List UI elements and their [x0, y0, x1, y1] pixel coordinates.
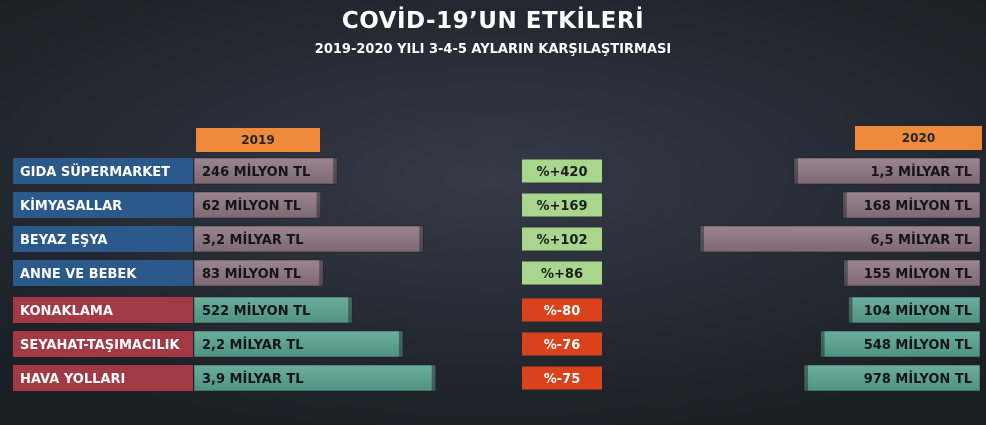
chart-row: KONAKLAMA 522 MİLYON TL 104 MİLYON TL %-80 — [13, 296, 981, 324]
change-percent: %+420 — [536, 165, 587, 180]
change-percent: %-76 — [544, 338, 581, 353]
bar-2020-cap — [700, 226, 704, 252]
value-2019-label: 62 MİLYON TL — [202, 198, 301, 214]
bar-2019-cap — [333, 158, 338, 184]
category-label: HAVA YOLLARI — [20, 372, 125, 387]
chart-row: SEYAHAT-TAŞIMACILIK 2,2 MİLYAR TL 548 MİLY… — [13, 330, 981, 358]
category-label-box — [13, 260, 193, 286]
change-percent: %-75 — [544, 372, 581, 387]
category-label-box — [13, 331, 193, 357]
page-title: COVİD-19’UN ETKİLERİ — [341, 8, 645, 34]
bar-2020 — [843, 259, 981, 287]
bar-2019-cap — [398, 331, 403, 357]
bar-2020 — [842, 191, 981, 219]
value-2020-label: 104 MİLYON TL — [864, 303, 972, 319]
value-2020-label: 548 MİLYON TL — [864, 337, 972, 353]
value-2019-label: 3,2 MİLYAR TL — [202, 232, 304, 248]
bar-2020 — [793, 157, 981, 185]
category-label: KİMYASALLAR — [20, 198, 122, 214]
bar-2020-cap — [843, 260, 848, 286]
category-label: SEYAHAT-TAŞIMACILIK — [20, 338, 180, 353]
value-2019-label: 2,2 MİLYAR TL — [202, 337, 304, 353]
chart-row: KİMYASALLAR 62 MİLYON TL 168 MİLYON TL %+16… — [13, 191, 981, 219]
bar-2019 — [193, 330, 404, 358]
bar-2019 — [193, 296, 353, 324]
chart-row: HAVA YOLLARI 3,9 MİLYAR TL 978 MİLYON TL %-… — [13, 364, 981, 392]
change-percent: %-80 — [544, 304, 581, 319]
bar-2019 — [193, 191, 321, 219]
change-badge — [522, 332, 602, 356]
change-badge — [522, 261, 602, 285]
category-label-box — [13, 365, 193, 391]
category-label-box — [13, 158, 193, 184]
change-percent: %+102 — [536, 233, 587, 248]
bar-2019 — [193, 364, 436, 392]
change-badge — [522, 159, 602, 183]
bar-2019 — [193, 259, 324, 287]
year-2020-tag: 2020 — [855, 126, 982, 150]
bar-2019-cap — [316, 192, 321, 218]
value-2019-label: 3,9 MİLYAR TL — [202, 371, 304, 387]
change-percent: %+86 — [541, 267, 583, 282]
value-2020-label: 1,3 MİLYAR TL — [870, 164, 972, 180]
value-2019-label: 83 MİLYON TL — [202, 266, 301, 282]
bar-2020 — [803, 364, 981, 392]
category-label: KONAKLAMA — [20, 304, 113, 319]
chart-row: ANNE VE BEBEK 83 MİLYON TL 155 MİLYON TL %+… — [13, 259, 981, 287]
change-badge — [522, 227, 602, 251]
bar-2019-cap — [348, 297, 353, 323]
value-2019-label: 246 MİLYON TL — [202, 164, 310, 180]
chart-row: GIDA SÜPERMARKET 246 MİLYON TL 1,3 MİLYAR … — [13, 157, 981, 185]
change-badge — [522, 193, 602, 217]
change-badge — [522, 298, 602, 322]
bar-2019-cap — [431, 365, 436, 391]
bar-2020-cap — [820, 331, 825, 357]
value-2019-label: 522 MİLYON TL — [202, 303, 310, 319]
bar-2019-cap — [419, 226, 424, 252]
category-label: BEYAZ EŞYA — [20, 233, 107, 248]
category-label-box — [13, 226, 193, 252]
category-label: GIDA SÜPERMARKET — [20, 164, 170, 180]
bar-2020 — [699, 225, 981, 253]
change-percent: %+169 — [536, 199, 587, 214]
category-label-box — [13, 192, 193, 218]
year-2019-tag: 2019 — [196, 128, 320, 152]
bar-2020 — [820, 330, 981, 358]
value-2020-label: 6,5 MİLYAR TL — [870, 232, 972, 248]
bar-2020 — [848, 296, 981, 324]
value-2020-label: 155 MİLYON TL — [864, 266, 972, 282]
bar-2019-cap — [319, 260, 324, 286]
bar-2020-cap — [793, 158, 798, 184]
bar-2020-cap — [848, 297, 853, 323]
change-badge — [522, 366, 602, 390]
bar-2020-cap — [842, 192, 847, 218]
bar-2019 — [193, 225, 424, 253]
value-2020-label: 168 MİLYON TL — [864, 198, 972, 214]
page-subtitle: 2019-2020 YILI 3-4-5 AYLARIN KARŞILAŞTIR… — [314, 42, 672, 57]
bar-2020-cap — [804, 365, 809, 391]
category-label-box — [13, 297, 193, 323]
chart-row: BEYAZ EŞYA 3,2 MİLYAR TL 6,5 MİLYAR TL %+10… — [13, 225, 981, 253]
category-label: ANNE VE BEBEK — [20, 267, 137, 282]
bar-2019 — [193, 157, 338, 185]
value-2020-label: 978 MİLYON TL — [864, 371, 972, 387]
